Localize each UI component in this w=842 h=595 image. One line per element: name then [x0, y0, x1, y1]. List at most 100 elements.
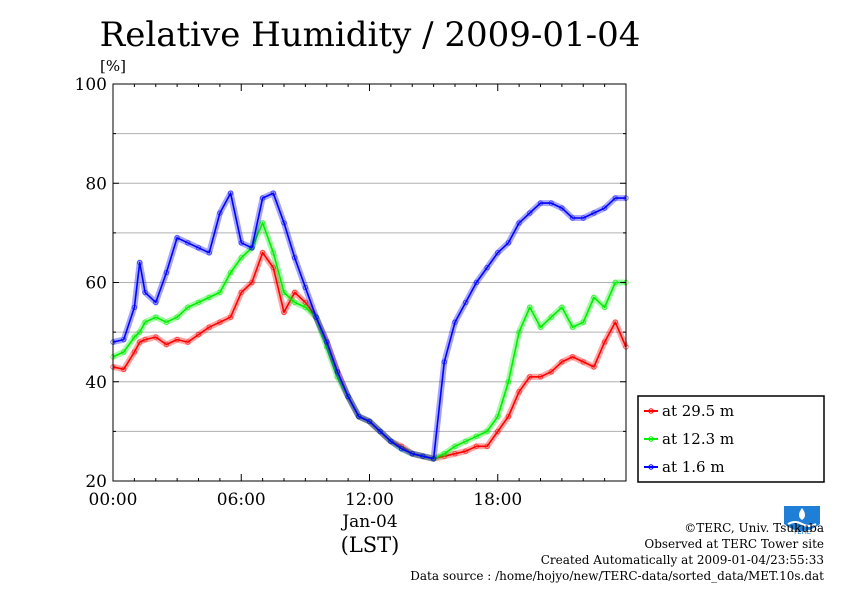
series-band [112, 249, 629, 462]
data-point [559, 304, 565, 310]
series-line [112, 192, 626, 460]
data-point [195, 245, 202, 251]
x-tick-label: 00:00 [89, 490, 138, 510]
data-point [580, 319, 586, 325]
y-axis-unit-label: [%] [100, 57, 126, 75]
data-point [612, 319, 618, 325]
x-tick-label: 18:00 [473, 490, 522, 510]
data-point [527, 304, 533, 310]
data-point [217, 289, 223, 296]
data-point [484, 428, 490, 435]
data-point [227, 269, 234, 276]
legend-label: at 12.3 m [662, 430, 734, 448]
data-point [527, 210, 533, 216]
credit-copyright: ©TERC, Univ. Tsukuba [684, 521, 824, 535]
data-point [569, 324, 576, 330]
data-point [463, 299, 469, 306]
data-point [505, 413, 512, 420]
y-tick-label: 60 [85, 274, 107, 294]
data-point [302, 304, 309, 310]
data-point [484, 264, 490, 271]
data-point [137, 329, 143, 335]
credits-block: ©TERC, Univ. Tsukuba Observed at TERC To… [410, 520, 824, 584]
data-point [516, 220, 522, 226]
y-tick-label: 40 [85, 373, 107, 393]
data-point [217, 319, 223, 325]
legend-item: at 1.6 m [644, 458, 725, 476]
data-point [292, 299, 298, 306]
data-point [195, 331, 202, 338]
series-layer [110, 190, 629, 462]
data-point [356, 413, 362, 420]
legend-item: at 29.5 m [644, 402, 734, 420]
data-point [495, 428, 501, 435]
legend-marker [648, 464, 654, 470]
data-point [377, 428, 383, 435]
data-point [292, 289, 298, 296]
data-point [516, 389, 522, 395]
data-point [591, 210, 597, 216]
series-line [112, 251, 627, 460]
data-point [206, 294, 212, 301]
data-point [174, 314, 180, 320]
data-point [238, 255, 245, 261]
data-point [137, 339, 143, 345]
data-point [131, 349, 138, 355]
x-axis-date-label: Jan-04 [340, 512, 397, 532]
x-tick-label: 12:00 [345, 490, 394, 510]
terc-logo: TERC [784, 506, 820, 536]
data-point [505, 240, 512, 246]
logo-text: TERC [792, 528, 811, 536]
data-point [185, 240, 191, 246]
credit-site: Observed at TERC Tower site [644, 537, 824, 551]
data-point [163, 319, 170, 325]
data-point [345, 393, 351, 400]
data-point [398, 446, 405, 452]
data-point [227, 314, 234, 320]
data-point [185, 304, 191, 310]
data-point [388, 438, 394, 444]
legend: at 29.5 m at 12.3 m at 1.6 m [637, 395, 825, 483]
legend-marker [648, 408, 654, 414]
data-point [452, 443, 458, 449]
data-point [548, 314, 554, 320]
axes: 20 40 60 80 100 00:00 06:00 12:00 18:00 [75, 75, 627, 510]
data-point [591, 364, 597, 370]
x-tick-label: 06:00 [217, 490, 266, 510]
gridlines [113, 133, 626, 432]
data-point [195, 299, 202, 306]
legend-item: at 12.3 m [644, 430, 734, 448]
data-point [537, 324, 544, 330]
data-point [601, 304, 608, 310]
data-point [121, 349, 127, 355]
legend-label: at 29.5 m [662, 402, 734, 420]
data-point [238, 289, 245, 296]
data-point [559, 359, 565, 365]
data-point [591, 294, 597, 301]
data-point [569, 354, 576, 360]
data-point [153, 314, 159, 320]
data-point [580, 359, 586, 365]
data-point [463, 438, 469, 444]
credit-source: Data source : /home/hojyo/new/TERC-data/… [410, 569, 824, 583]
credit-created: Created Automatically at 2009-01-04/23:5… [540, 553, 824, 567]
series-group [110, 190, 629, 462]
data-point [473, 433, 480, 439]
y-tick-label: 80 [85, 174, 107, 194]
x-axis-label: (LST) [341, 533, 400, 557]
y-tick-label: 100 [75, 75, 107, 95]
y-tick-label: 20 [85, 472, 107, 492]
data-point [548, 369, 554, 375]
data-point [601, 339, 608, 345]
legend-marker [648, 436, 654, 442]
data-point [131, 334, 138, 340]
legend-label: at 1.6 m [662, 458, 725, 476]
data-point [559, 205, 565, 211]
data-point [601, 205, 608, 211]
data-point [163, 341, 170, 348]
data-point [142, 319, 148, 325]
data-point [495, 250, 501, 256]
data-point [302, 299, 309, 306]
data-point [366, 418, 373, 425]
